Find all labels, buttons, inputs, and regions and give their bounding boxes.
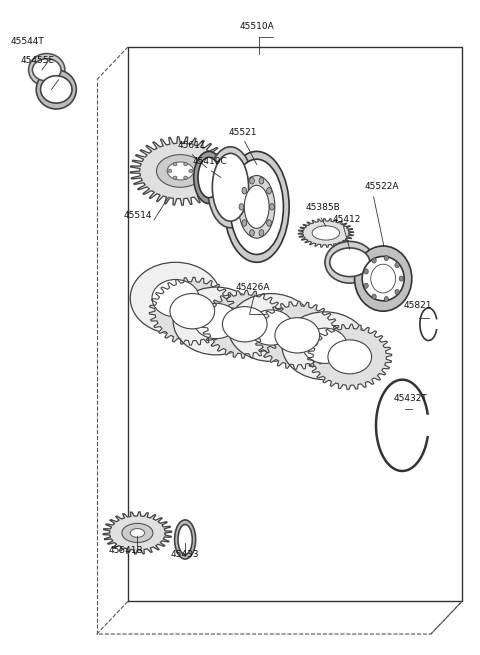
Ellipse shape [239, 204, 244, 210]
Polygon shape [103, 512, 172, 554]
Ellipse shape [275, 318, 320, 353]
Ellipse shape [302, 328, 347, 364]
Ellipse shape [170, 293, 215, 329]
Ellipse shape [259, 230, 264, 236]
Text: 45821: 45821 [403, 301, 432, 310]
Polygon shape [149, 277, 235, 345]
Ellipse shape [325, 242, 374, 283]
Text: 45412: 45412 [333, 215, 361, 224]
Ellipse shape [250, 230, 254, 236]
Ellipse shape [312, 226, 340, 240]
Text: 45611: 45611 [178, 141, 206, 150]
Text: 45432T: 45432T [394, 394, 427, 403]
Ellipse shape [355, 246, 412, 311]
Ellipse shape [178, 525, 192, 555]
Text: 45455E: 45455E [21, 56, 55, 66]
Ellipse shape [230, 159, 283, 254]
Ellipse shape [371, 264, 396, 293]
Ellipse shape [249, 310, 293, 345]
Ellipse shape [362, 256, 404, 301]
Ellipse shape [36, 70, 76, 109]
Ellipse shape [175, 520, 196, 559]
Polygon shape [298, 219, 354, 248]
Ellipse shape [189, 170, 193, 173]
Ellipse shape [328, 340, 372, 374]
Ellipse shape [184, 162, 188, 166]
Ellipse shape [399, 276, 404, 281]
Text: 45510A: 45510A [240, 22, 275, 31]
Ellipse shape [130, 262, 221, 334]
Text: 45522A: 45522A [365, 182, 399, 191]
Ellipse shape [267, 187, 272, 194]
Text: 45419C: 45419C [192, 157, 227, 166]
Polygon shape [202, 290, 288, 358]
Ellipse shape [173, 162, 177, 166]
Polygon shape [254, 301, 340, 369]
Ellipse shape [250, 178, 254, 184]
Ellipse shape [194, 151, 224, 204]
Text: 45544T: 45544T [11, 37, 45, 46]
Ellipse shape [122, 523, 153, 542]
Ellipse shape [364, 283, 368, 288]
Ellipse shape [194, 303, 239, 339]
Text: 45541B: 45541B [109, 546, 144, 555]
Ellipse shape [259, 178, 264, 184]
Text: 45385B: 45385B [306, 203, 341, 212]
Polygon shape [308, 324, 392, 390]
Ellipse shape [198, 157, 220, 198]
Ellipse shape [384, 255, 388, 261]
Ellipse shape [239, 176, 275, 238]
Text: 45433: 45433 [171, 550, 199, 559]
Ellipse shape [156, 155, 204, 187]
Ellipse shape [173, 176, 177, 179]
Ellipse shape [130, 529, 144, 537]
Text: 45426A: 45426A [235, 283, 270, 291]
Ellipse shape [33, 59, 61, 81]
Ellipse shape [167, 162, 193, 180]
Ellipse shape [384, 297, 388, 302]
Ellipse shape [244, 185, 269, 229]
Ellipse shape [152, 280, 199, 317]
Ellipse shape [224, 151, 289, 262]
Ellipse shape [222, 307, 267, 342]
Ellipse shape [168, 170, 172, 173]
Polygon shape [130, 137, 230, 205]
Ellipse shape [212, 153, 249, 221]
Text: 45521: 45521 [228, 128, 257, 137]
Ellipse shape [372, 294, 376, 299]
Ellipse shape [330, 248, 370, 276]
Ellipse shape [270, 204, 275, 210]
Ellipse shape [207, 147, 253, 228]
Ellipse shape [40, 76, 72, 103]
Ellipse shape [395, 263, 399, 268]
Ellipse shape [173, 287, 259, 355]
Ellipse shape [228, 293, 314, 362]
Ellipse shape [395, 290, 399, 295]
Ellipse shape [364, 269, 368, 274]
Ellipse shape [282, 312, 368, 380]
Ellipse shape [29, 54, 65, 86]
Ellipse shape [184, 176, 188, 179]
Ellipse shape [242, 187, 247, 194]
Text: 45514: 45514 [123, 211, 152, 220]
Ellipse shape [372, 258, 376, 263]
Ellipse shape [242, 219, 247, 226]
Ellipse shape [267, 219, 272, 226]
